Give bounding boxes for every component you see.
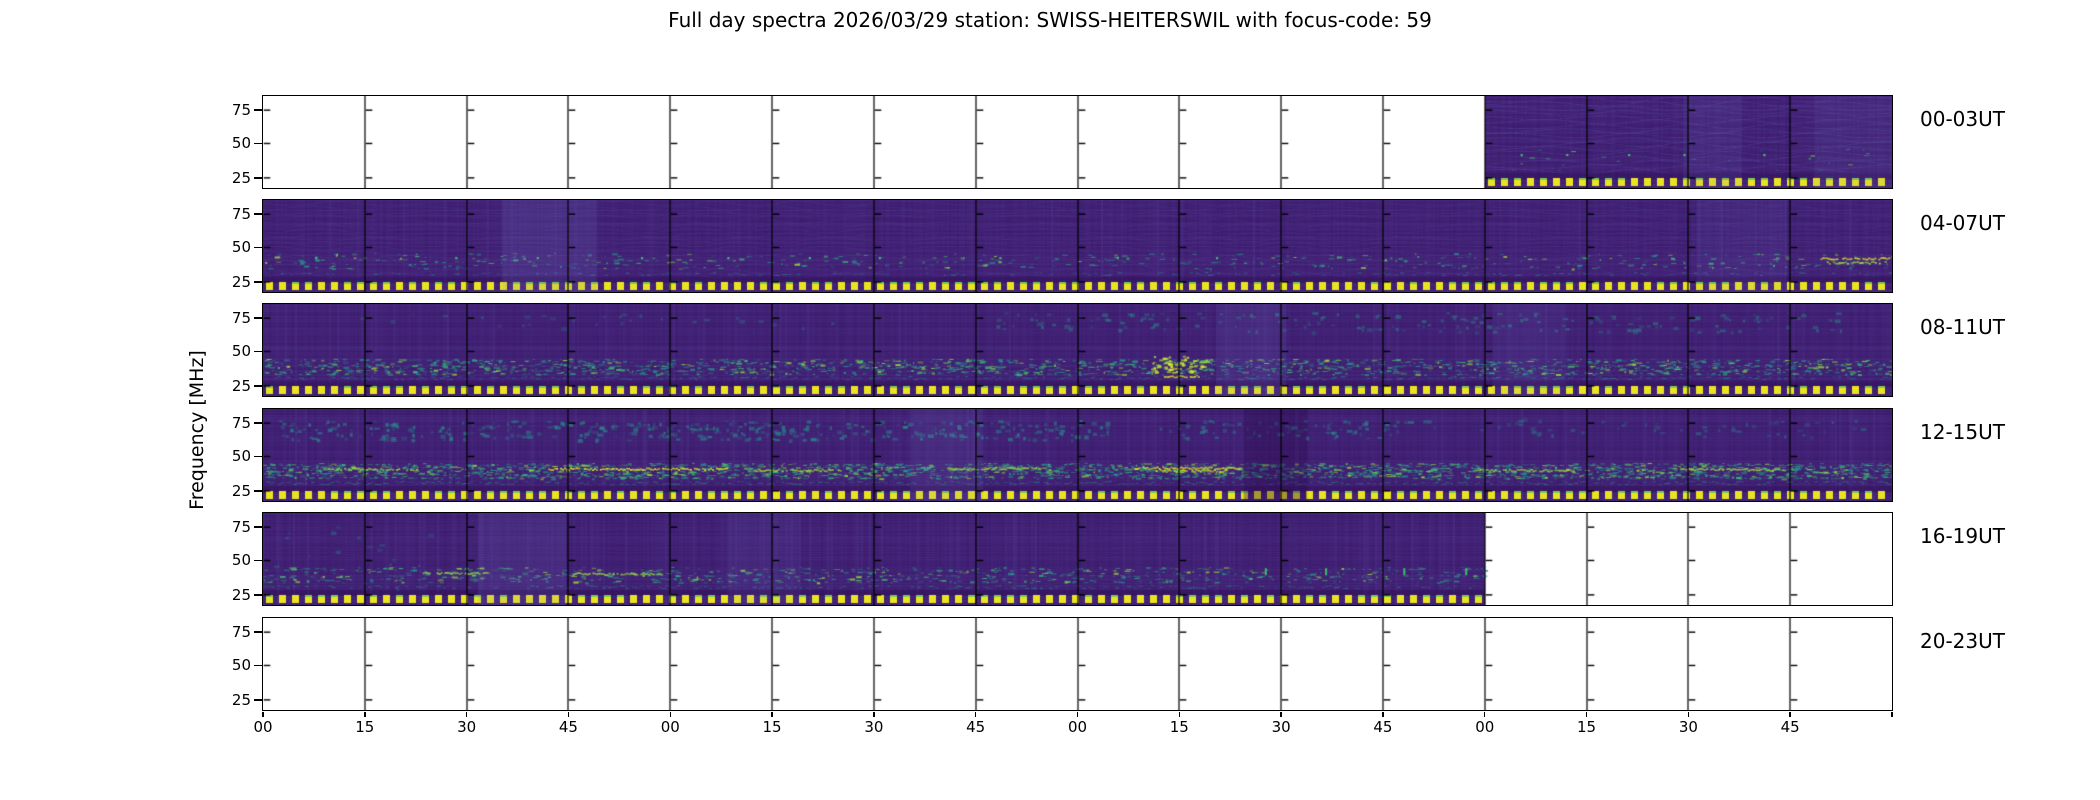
row-label-04-07UT: 04-07UT [1920,211,2005,235]
spectrogram-row-00-03UT [261,94,1893,189]
x-tick-label: 30 [1678,717,1698,736]
x-tick-mark [1178,711,1180,717]
y-tick-label: 25 [231,481,251,500]
y-tick-mark [253,631,262,633]
y-tick-mark [253,246,262,249]
x-tick-label: 15 [1169,717,1189,736]
y-tick-label: 25 [231,376,251,395]
x-tick-label: 00 [1475,717,1495,736]
y-tick-label: 25 [231,585,251,604]
x-tick-mark [1280,711,1282,717]
y-tick-label: 75 [231,414,251,433]
spectrogram-row-04-07UT [261,198,1893,293]
spectrogram-canvas-4 [262,512,1892,605]
x-tick-label: 15 [355,717,375,736]
y-tick-label: 75 [231,205,251,224]
row-label-12-15UT: 12-15UT [1920,420,2005,444]
spectrogram-row-12-15UT [261,407,1893,502]
x-tick-label: 15 [1577,717,1597,736]
row-label-08-11UT: 08-11UT [1920,315,2005,339]
x-tick-mark [567,711,570,717]
y-tick-label: 25 [231,168,251,187]
y-tick-label: 50 [231,134,251,153]
y-tick-mark [253,177,262,179]
y-tick-label: 75 [231,309,251,328]
y-tick-mark [253,213,262,215]
x-tick-label: 00 [253,717,273,736]
y-tick-label: 75 [231,518,251,537]
x-tick-label: 45 [966,717,986,736]
figure-title: Full day spectra 2026/03/29 station: SWI… [668,8,1432,32]
y-tick-mark [253,281,262,283]
x-tick-mark [465,711,468,717]
y-tick-mark [253,594,262,596]
y-tick-label: 75 [231,623,251,642]
x-tick-label: 15 [762,717,782,736]
y-tick-mark [253,422,262,424]
y-tick-label: 50 [231,551,251,570]
y-tick-label: 50 [231,238,251,257]
x-tick-mark [771,711,773,717]
x-tick-mark [974,711,977,717]
y-tick-label: 50 [231,447,251,466]
x-tick-mark [1585,711,1588,717]
y-tick-mark [253,559,262,562]
y-tick-label: 50 [231,656,251,675]
spectrogram-canvas-1 [262,199,1892,292]
y-tick-label: 75 [231,101,251,120]
x-tick-label: 30 [457,717,477,736]
x-tick-mark [262,711,264,717]
y-tick-label: 25 [231,272,251,291]
x-tick-label: 45 [1780,717,1800,736]
x-tick-label: 30 [864,717,884,736]
spectrogram-row-08-11UT [261,302,1893,397]
row-label-20-23UT: 20-23UT [1920,629,2005,653]
x-tick-mark [1076,711,1079,717]
x-tick-mark [1891,711,1893,717]
y-tick-mark [253,385,262,387]
x-tick-label: 00 [660,717,680,736]
x-tick-label: 00 [1067,717,1088,736]
spectrogram-row-16-19UT [261,511,1893,606]
y-tick-mark [253,142,262,145]
spectrogram-canvas-5 [262,617,1892,710]
row-label-16-19UT: 16-19UT [1920,524,2005,548]
x-tick-mark [1789,711,1791,717]
spectrogram-row-20-23UT [261,616,1893,711]
x-tick-mark [364,711,366,717]
x-tick-label: 30 [1271,717,1291,736]
y-tick-mark [253,526,262,528]
spectrogram-canvas-3 [262,408,1892,501]
y-tick-mark [253,350,262,353]
x-tick-mark [1687,711,1690,717]
x-tick-mark [669,711,671,717]
y-tick-mark [253,455,262,458]
x-tick-mark [1382,711,1384,717]
y-tick-mark [253,699,262,701]
row-label-00-03UT: 00-03UT [1920,107,2005,131]
y-tick-label: 25 [231,690,251,709]
spectrogram-canvas-0 [262,95,1892,188]
x-tick-label: 45 [1373,717,1393,736]
x-tick-mark [1484,711,1486,717]
y-tick-mark [253,664,262,667]
y-tick-mark [253,317,262,319]
y-tick-label: 50 [231,342,251,361]
x-tick-mark [873,711,875,717]
y-tick-mark [253,109,262,111]
y-tick-mark [253,490,262,492]
spectrogram-canvas-2 [262,303,1892,396]
x-tick-label: 45 [558,717,578,736]
